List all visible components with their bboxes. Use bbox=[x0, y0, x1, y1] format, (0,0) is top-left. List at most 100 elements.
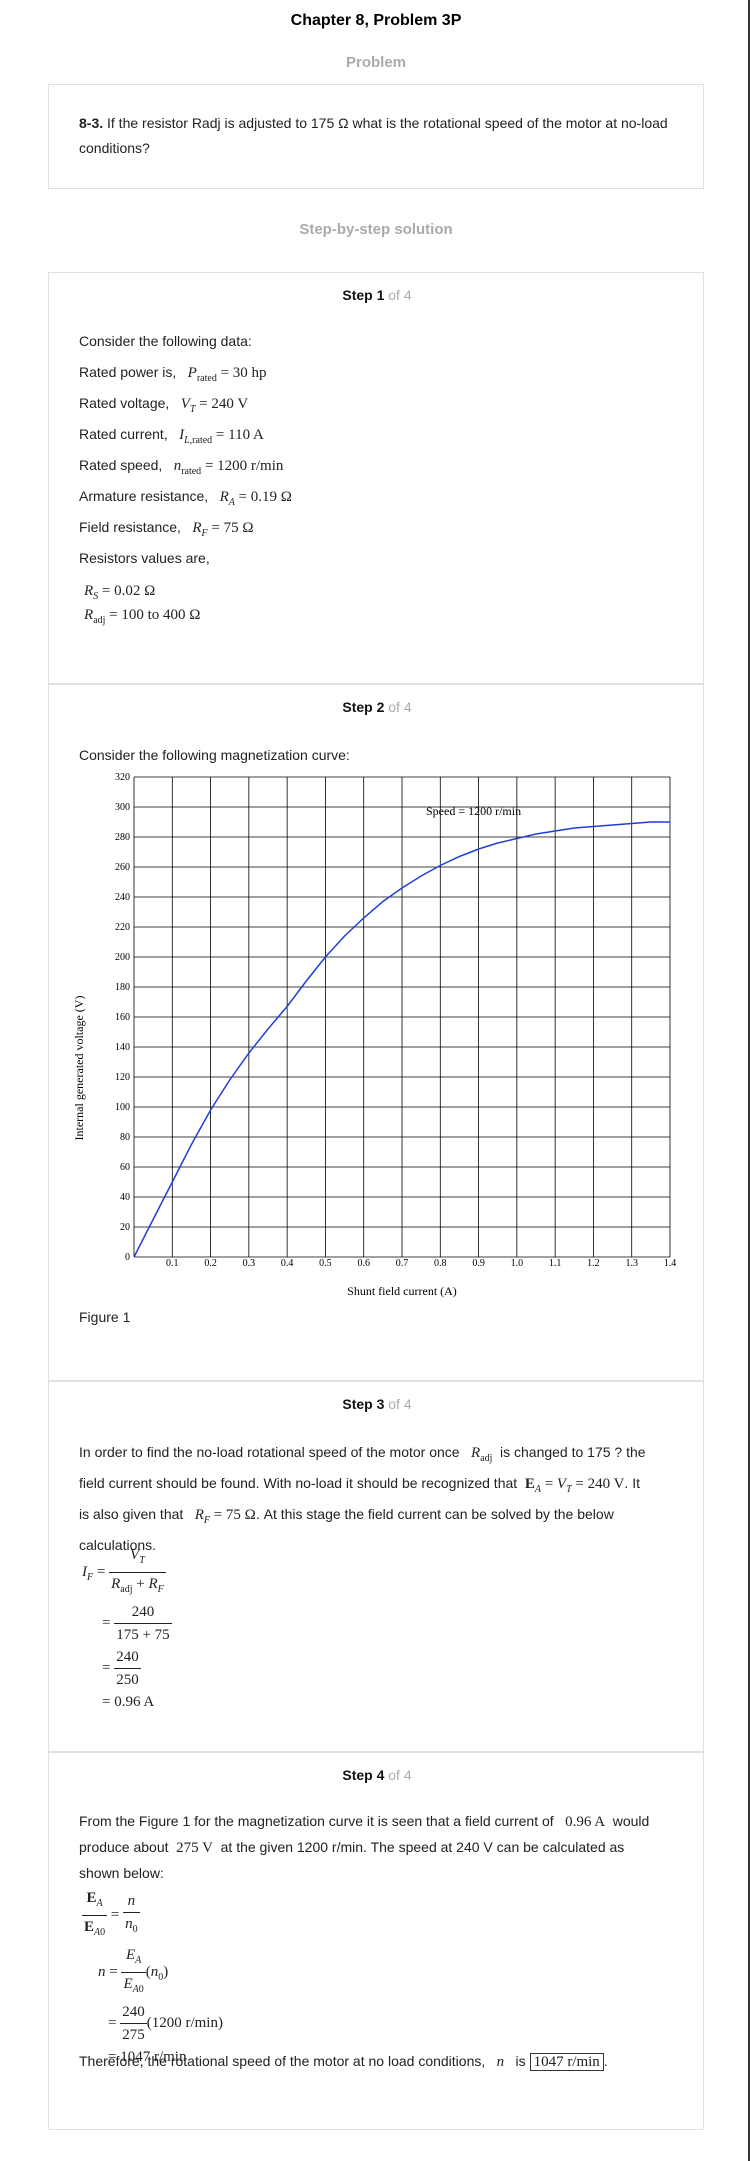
y-tick-label: 100 bbox=[115, 1102, 130, 1113]
step-3-text: In order to find the no-load rotational … bbox=[79, 1444, 460, 1460]
resistors-intro: Resistors values are, bbox=[79, 550, 210, 566]
chart-ticks: 0.1 0.2 0.3 0.4 0.5 0.6 0.7 0.8 0.9 1.0 1.1 1.2 1.3 1… bbox=[115, 772, 676, 1269]
armature-formula: RA = 0.19 Ω bbox=[219, 489, 292, 508]
problem-heading: Problem bbox=[345, 54, 406, 71]
step-3-paragraph: In order to find the no-load rotational … bbox=[79, 1444, 646, 1553]
step-3-text: . It bbox=[624, 1475, 640, 1491]
rs-value: RS = 0.02 Ω bbox=[84, 583, 156, 602]
y-tick-label: 320 bbox=[115, 772, 130, 783]
step-4-conclusion: Therefore, the rotational speed of the m… bbox=[79, 2053, 608, 2071]
step-label: Step 1 bbox=[342, 287, 385, 303]
x-tick-label: 0.7 bbox=[396, 1258, 409, 1269]
y-tick-label: 40 bbox=[120, 1192, 130, 1203]
page-title: Chapter 8, Problem 3P bbox=[290, 12, 462, 29]
rated-power-formula: Prated = 30 hp bbox=[187, 365, 267, 384]
y-axis-label: Internal generated voltage (V) bbox=[72, 996, 86, 1141]
step-3-text: . At this stage the field current can be… bbox=[255, 1506, 614, 1522]
chart-grid bbox=[133, 776, 671, 1258]
conclusion-is: is bbox=[515, 2053, 526, 2069]
x-tick-label: 1.4 bbox=[664, 1258, 677, 1269]
step-count: of 4 bbox=[388, 1767, 412, 1783]
problem-card: 8-3. If the resistor Radj is adjusted to… bbox=[48, 84, 704, 189]
rated-current-row: Rated current, IL,rated = 110 A bbox=[79, 426, 264, 446]
y-tick-label: 240 bbox=[115, 892, 130, 903]
step-2-card: Step 2 of 4 Consider the following magne… bbox=[48, 684, 704, 1381]
rated-voltage-row: Rated voltage, VT = 240 V bbox=[79, 395, 248, 415]
step-label: Step 3 bbox=[342, 1396, 385, 1412]
y-tick-label: 300 bbox=[115, 802, 130, 813]
armature-row: Armature resistance, RA = 0.19 Ω bbox=[79, 488, 292, 508]
y-tick-label: 0 bbox=[125, 1252, 130, 1263]
step-3-text: calculations. bbox=[79, 1537, 157, 1553]
problem-text: If the resistor Radj is adjusted to 175 … bbox=[79, 115, 668, 156]
scrollbar-track[interactable] bbox=[748, 0, 750, 2161]
step-3-text: is also given that bbox=[79, 1506, 184, 1522]
final-answer: 1047 r/min bbox=[529, 2053, 604, 2071]
radj-range: Radj = 100 to 400 Ω bbox=[84, 607, 201, 626]
x-tick-label: 0.5 bbox=[319, 1258, 332, 1269]
x-tick-label: 0.6 bbox=[357, 1258, 370, 1269]
step-4-text: would bbox=[612, 1813, 650, 1829]
step-4-header: Step 4 of 4 bbox=[49, 1767, 705, 1783]
step-4-text: at the given 1200 r/min. The speed at 24… bbox=[220, 1839, 625, 1855]
rated-speed-label: Rated speed, bbox=[79, 457, 163, 473]
y-tick-label: 160 bbox=[115, 1012, 130, 1023]
x-tick-label: 1.0 bbox=[511, 1258, 524, 1269]
rated-speed-row: Rated speed, nrated = 1200 r/min bbox=[79, 457, 283, 477]
step-count: of 4 bbox=[388, 699, 412, 715]
step-count: of 4 bbox=[388, 1396, 412, 1412]
y-tick-label: 260 bbox=[115, 862, 130, 873]
x-tick-label: 1.1 bbox=[549, 1258, 562, 1269]
field-label: Field resistance, bbox=[79, 519, 181, 535]
field-row: Field resistance, RF = 75 Ω bbox=[79, 519, 253, 539]
y-tick-label: 120 bbox=[115, 1072, 130, 1083]
x-tick-label: 0.2 bbox=[204, 1258, 217, 1269]
y-tick-label: 60 bbox=[120, 1162, 130, 1173]
y-tick-label: 280 bbox=[115, 832, 130, 843]
step-1-header: Step 1 of 4 bbox=[49, 287, 705, 303]
y-tick-label: 200 bbox=[115, 952, 130, 963]
x-tick-label: 0.4 bbox=[281, 1258, 294, 1269]
rated-voltage-label: Rated voltage, bbox=[79, 395, 170, 411]
y-tick-label: 80 bbox=[120, 1132, 130, 1143]
rated-speed-formula: nrated = 1200 r/min bbox=[173, 458, 284, 477]
x-tick-label: 0.1 bbox=[166, 1258, 179, 1269]
x-tick-label: 0.8 bbox=[434, 1258, 447, 1269]
step-4-paragraph: From the Figure 1 for the magnetization … bbox=[79, 1813, 650, 1881]
rated-current-label: Rated current, bbox=[79, 426, 168, 442]
step-4-text: From the Figure 1 for the magnetization … bbox=[79, 1813, 554, 1829]
step-count: of 4 bbox=[388, 287, 412, 303]
speed-annotation: Speed = 1200 r/min bbox=[426, 804, 521, 818]
x-tick-label: 1.3 bbox=[625, 1258, 638, 1269]
solution-heading: Step-by-step solution bbox=[299, 221, 453, 238]
step-3-text: is changed to 175 ? the bbox=[500, 1444, 646, 1460]
rated-power-label: Rated power is, bbox=[79, 364, 177, 380]
x-axis-label: Shunt field current (A) bbox=[347, 1284, 457, 1298]
rated-current-formula: IL,rated = 110 A bbox=[179, 427, 264, 446]
step-4-text: shown below: bbox=[79, 1865, 164, 1881]
step-3-header: Step 3 of 4 bbox=[49, 1396, 705, 1412]
step-1-card: Step 1 of 4 Consider the following data:… bbox=[48, 272, 704, 684]
problem-statement: 8-3. If the resistor Radj is adjusted to… bbox=[79, 111, 679, 161]
step-label: Step 2 bbox=[342, 699, 385, 715]
magnetization-chart: 0.1 0.2 0.3 0.4 0.5 0.6 0.7 0.8 0.9 1.0 1.1 1.2 1.3 1… bbox=[72, 772, 676, 1298]
x-tick-label: 0.9 bbox=[472, 1258, 485, 1269]
field-formula: RF = 75 Ω bbox=[192, 520, 254, 539]
magnetization-curve bbox=[133, 821, 670, 1258]
step-3-text: field current should be found. With no-l… bbox=[79, 1475, 518, 1491]
step-2-intro: Consider the following magnetization cur… bbox=[79, 747, 350, 763]
conclusion-text: Therefore, the rotational speed of the m… bbox=[79, 2053, 486, 2069]
y-tick-label: 180 bbox=[115, 982, 130, 993]
y-tick-label: 140 bbox=[115, 1042, 130, 1053]
rated-voltage-formula: VT = 240 V bbox=[180, 396, 249, 415]
step-4-card: Step 4 of 4 From the Figure 1 for the ma… bbox=[48, 1752, 704, 2130]
x-tick-label: 1.2 bbox=[587, 1258, 600, 1269]
speed-calc: EA EA0 = n n0 n = EA EA0 (n0) = 240 275 (1200 … bbox=[82, 1887, 223, 2068]
y-tick-label: 220 bbox=[115, 922, 130, 933]
field-current-calc: IF = VT Radj + RF = 240 175 + 75 = 240 250 … bbox=[82, 1544, 172, 1713]
armature-label: Armature resistance, bbox=[79, 488, 209, 504]
problem-number: 8-3. bbox=[79, 115, 104, 131]
x-tick-label: 0.3 bbox=[243, 1258, 256, 1269]
step-3-card: Step 3 of 4 In order to find the no-load… bbox=[48, 1381, 704, 1752]
step-2-header: Step 2 of 4 bbox=[49, 699, 705, 715]
